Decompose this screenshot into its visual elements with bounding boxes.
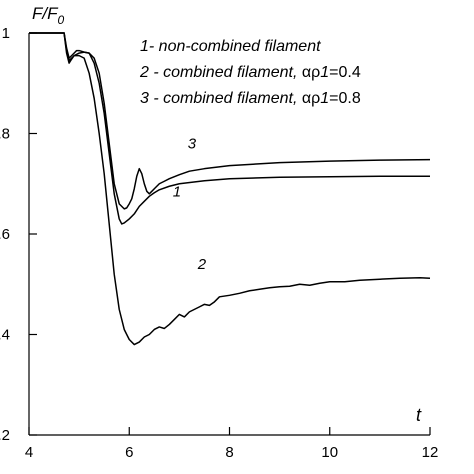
legend-entry-1: 1- non-combined filament — [140, 38, 321, 55]
x-tick-label-8: 8 — [225, 444, 233, 461]
y-tick-label-3: .4 — [0, 327, 10, 344]
legend-entry-2: 2 - combined filament, αρ1=0.4 — [139, 64, 361, 81]
y-tick-label-1: .8 — [0, 126, 10, 143]
series-label-1: 1 — [173, 183, 181, 200]
series-line-3 — [29, 32, 431, 210]
series-line-2 — [29, 32, 431, 346]
legend-text-2-3: =0.4 — [329, 64, 361, 81]
y-tick-label-2: .6 — [0, 226, 10, 243]
y-tick-label-0: 1 — [2, 25, 10, 42]
legend-text-3-2: 1 — [320, 90, 329, 107]
x-axis-label: t — [416, 405, 422, 425]
series-layer — [29, 32, 431, 346]
series-number-labels: 1 2 3 — [173, 136, 207, 274]
legend-text-2-1: αρ — [302, 64, 320, 81]
legend-text-2-0: 2 - combined filament, — [139, 64, 302, 81]
legend-text-2-2: 1 — [320, 64, 329, 81]
x-tick-label-10: 10 — [321, 444, 338, 461]
series-line-1 — [29, 32, 430, 225]
x-tick-label-6: 6 — [125, 444, 133, 461]
legend: 1- non-combined filament 2 - combined fil… — [139, 38, 361, 107]
y-axis-label: F/F0 — [32, 4, 65, 27]
legend-text-3-1: αρ — [302, 90, 320, 107]
x-tick-label-4: 4 — [25, 444, 33, 461]
y-tick-label-4: .2 — [0, 427, 10, 444]
x-tick-label-12: 12 — [422, 444, 439, 461]
legend-text-3-0: 3 - combined filament, — [140, 90, 302, 107]
legend-entry-3: 3 - combined filament, αρ1=0.8 — [140, 90, 361, 107]
series-label-2: 2 — [197, 256, 207, 273]
legend-text-3-3: =0.8 — [329, 90, 361, 107]
series-label-3: 3 — [188, 136, 197, 153]
legend-text-1-0: 1- non-combined filament — [140, 38, 321, 55]
